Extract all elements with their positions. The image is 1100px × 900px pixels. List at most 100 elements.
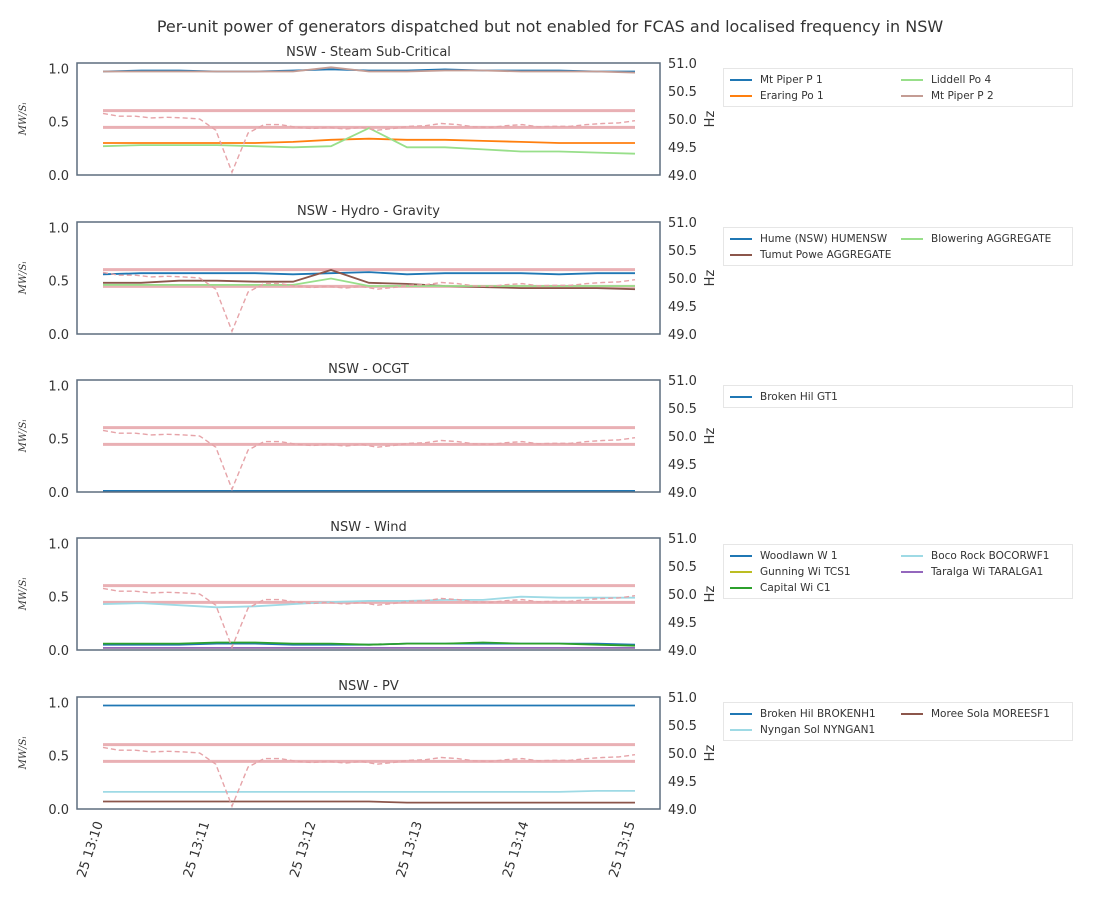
right-tick-label: 50.5 xyxy=(668,244,697,259)
legend-swatch xyxy=(730,570,752,573)
legend-label: Woodlawn W 1 xyxy=(760,549,838,562)
legend-label: Taralga Wi TARALGA1 xyxy=(931,565,1044,578)
legend-item: Taralga Wi TARALGA1 xyxy=(901,564,1066,579)
legend-label: Moree Sola MOREESF1 xyxy=(931,707,1050,720)
legend-swatch xyxy=(730,586,752,589)
legend-label: Broken Hil GT1 xyxy=(760,390,838,403)
panel-1: NSW - Steam Sub-Critical 0.0 0.5 1.0 49.0 49.… xyxy=(18,45,718,184)
right-tick-label: 49.0 xyxy=(668,644,697,659)
legend-item: Tumut Powe AGGREGATE xyxy=(730,247,895,262)
left-tick-label: 0.5 xyxy=(48,433,69,448)
right-tick-label: 50.0 xyxy=(668,113,697,128)
x-axis-ticks: 25 13:10 25 13:11 25 13:12 25 13:13 25 13:14… xyxy=(75,820,639,880)
legend-label: Hume (NSW) HUMENSW xyxy=(760,232,888,245)
legend-item: Mt Piper P 1 xyxy=(730,72,895,87)
x-tick-label: 25 13:11 xyxy=(181,820,213,880)
legend-item: Eraring Po 1 xyxy=(730,88,895,103)
x-tick-label: 25 13:10 xyxy=(75,820,107,880)
legend-swatch xyxy=(901,570,923,573)
left-tick-label: 0.0 xyxy=(48,486,69,501)
frequency-line xyxy=(102,271,636,334)
right-tick-label: 51.0 xyxy=(668,691,697,706)
panel-4: NSW - Wind 0.0 0.5 1.0 49.0 49.5 50.0 50.5 51.0 M… xyxy=(18,520,718,659)
axes-frame xyxy=(76,62,661,176)
series-line-3 xyxy=(103,800,635,804)
right-tick-label: 50.5 xyxy=(668,402,697,417)
left-axis-label: MW/Sᵢ xyxy=(18,578,29,612)
legend-item: Gunning Wi TCS1 xyxy=(730,564,895,579)
left-tick-label: 0.0 xyxy=(48,169,69,184)
legend-label: Mt Piper P 1 xyxy=(760,73,823,86)
legend-swatch xyxy=(901,94,923,97)
series-line-4 xyxy=(102,595,635,609)
left-axis-label: MW/Sᵢ xyxy=(18,737,29,771)
panel-title: NSW - Steam Sub-Critical xyxy=(286,45,451,60)
legend-item: Woodlawn W 1 xyxy=(730,548,895,563)
legend-swatch xyxy=(730,78,752,81)
legend-2: Hume (NSW) HUMENSW Tumut Powe AGGREGATE Bl… xyxy=(723,227,1073,266)
legend-label: Blowering AGGREGATE xyxy=(931,232,1052,245)
figure-title: Per-unit power of generators dispatched … xyxy=(157,17,944,36)
legend-item: Moree Sola MOREESF1 xyxy=(901,706,1066,721)
left-tick-label: 1.0 xyxy=(48,221,69,236)
right-tick-label: 49.5 xyxy=(668,458,697,473)
right-axis-label: Hz xyxy=(703,270,718,287)
legend-label: Gunning Wi TCS1 xyxy=(760,565,851,578)
panel-5: NSW - PV 0.0 0.5 1.0 49.0 49.5 50.0 50.5 51.0 MW/… xyxy=(18,679,718,818)
x-tick-label: 25 13:12 xyxy=(287,820,319,880)
x-tick-label: 25 13:15 xyxy=(607,820,639,880)
panel-title: NSW - OCGT xyxy=(328,362,409,377)
x-tick-label: 25 13:13 xyxy=(394,820,426,880)
legend-swatch xyxy=(730,712,752,715)
frequency-line xyxy=(102,429,636,492)
panel-3: NSW - OCGT 0.0 0.5 1.0 49.0 49.5 50.0 50.5 51.0 M… xyxy=(18,362,718,501)
legend-3: Broken Hil GT1 xyxy=(723,385,1073,408)
right-tick-label: 50.5 xyxy=(668,719,697,734)
right-tick-label: 49.5 xyxy=(668,616,697,631)
right-axis-label: Hz xyxy=(703,428,718,445)
legend-item: Nyngan Sol NYNGAN1 xyxy=(730,722,895,737)
legend-label: Broken Hil BROKENH1 xyxy=(760,707,876,720)
right-tick-label: 50.0 xyxy=(668,747,697,762)
frequency-line xyxy=(102,587,636,650)
legend-label: Capital Wi C1 xyxy=(760,581,831,594)
legend-swatch xyxy=(730,728,752,731)
legend-item: Mt Piper P 2 xyxy=(901,88,1066,103)
right-tick-label: 49.0 xyxy=(668,486,697,501)
left-tick-label: 0.0 xyxy=(48,803,69,818)
right-tick-label: 50.0 xyxy=(668,272,697,287)
legend-swatch xyxy=(730,253,752,256)
legend-item: Blowering AGGREGATE xyxy=(901,231,1066,246)
right-tick-label: 51.0 xyxy=(668,57,697,72)
left-axis-label: MW/Sᵢ xyxy=(18,420,29,454)
legend-swatch xyxy=(730,554,752,557)
left-axis-label: MW/Sᵢ xyxy=(18,262,29,296)
series-line-3 xyxy=(102,127,636,155)
legend-label: Liddell Po 4 xyxy=(931,73,992,86)
legend-label: Eraring Po 1 xyxy=(760,89,824,102)
legend-label: Tumut Powe AGGREGATE xyxy=(760,248,892,261)
left-tick-label: 0.5 xyxy=(48,750,69,765)
right-tick-label: 49.5 xyxy=(668,300,697,315)
legend-swatch xyxy=(901,78,923,81)
right-tick-label: 51.0 xyxy=(668,216,697,231)
right-tick-label: 50.5 xyxy=(668,560,697,575)
right-tick-label: 49.0 xyxy=(668,803,697,818)
legend-swatch xyxy=(730,237,752,240)
legend-item: Boco Rock BOCORWF1 xyxy=(901,548,1066,563)
legend-4: Woodlawn W 1 Gunning Wi TCS1 Capital Wi C1… xyxy=(723,544,1073,599)
legend-label: Boco Rock BOCORWF1 xyxy=(931,549,1050,562)
panel-2: NSW - Hydro - Gravity 0.0 0.5 1.0 49.0 49.5 50… xyxy=(18,204,718,343)
axes-frame xyxy=(76,221,661,335)
left-tick-label: 1.0 xyxy=(48,62,69,77)
left-tick-label: 0.5 xyxy=(48,275,69,290)
left-tick-label: 1.0 xyxy=(48,379,69,394)
series-line-2 xyxy=(103,790,635,793)
panel-title: NSW - Hydro - Gravity xyxy=(297,204,440,219)
left-tick-label: 1.0 xyxy=(48,696,69,711)
panel-title: NSW - PV xyxy=(338,679,399,694)
legend-item: Capital Wi C1 xyxy=(730,580,895,595)
legend-swatch xyxy=(730,395,752,398)
axes-frame xyxy=(76,537,661,651)
